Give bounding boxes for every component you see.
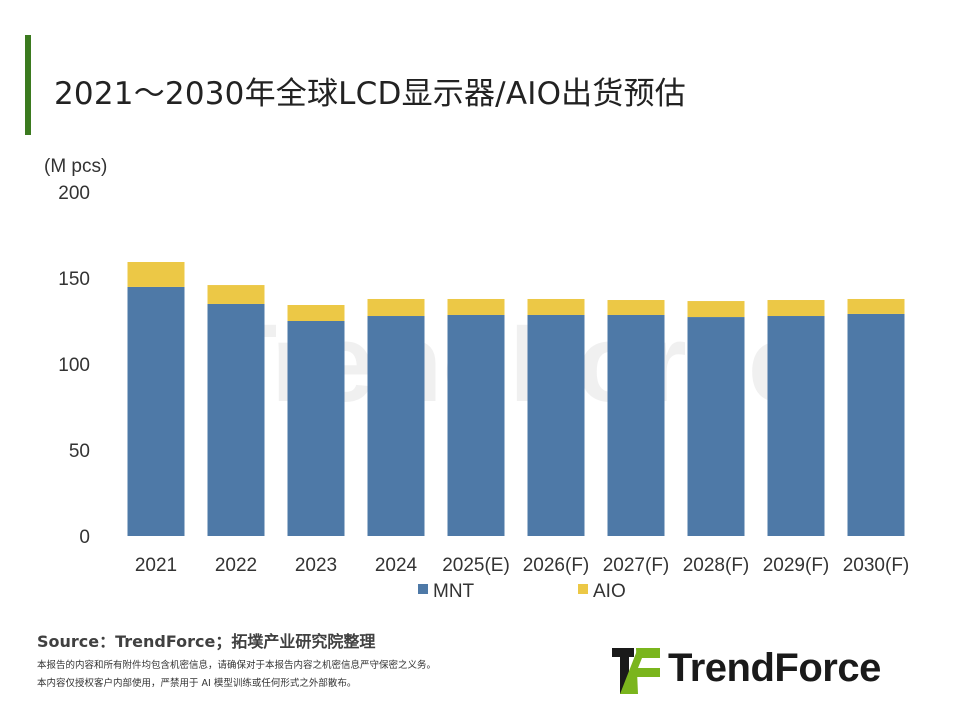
bar-aio-2029(F) [767,300,825,317]
logo-text: TrendForce [668,646,881,690]
y-tick-label: 0 [79,527,90,548]
x-tick-label: 2023 [295,555,337,576]
y-tick-label: 100 [58,355,90,376]
bar-mnt-2023 [287,321,345,536]
source-note: Source：TrendForce；拓墣产业研究院整理 [37,632,376,651]
x-tick-label: 2024 [375,555,418,576]
legend-swatch-mnt [418,584,428,594]
page-title: 2021～2030年全球LCD显示器/AIO出货预估 [54,76,686,112]
x-tick-label: 2021 [135,555,177,576]
bar-mnt-2029(F) [767,316,825,536]
bar-aio-2022 [207,285,265,304]
trendforce-logo: TrendForce [612,646,932,696]
bar-aio-2024 [367,298,425,317]
x-tick-label: 2022 [215,555,257,576]
legend-swatch-aio [578,584,588,594]
bar-aio-2021 [127,262,185,287]
x-tick-label: 2025(E) [442,555,510,576]
x-tick-label: 2026(F) [523,555,590,576]
bar-mnt-2025(E) [447,314,505,536]
y-tick-label: 150 [58,269,90,290]
y-tick-label: 200 [58,183,90,204]
x-tick-label: 2027(F) [603,555,670,576]
bar-aio-2027(F) [607,300,665,315]
bar-aio-2030(F) [847,298,905,314]
y-axis-unit: (M pcs) [44,156,108,177]
bar-mnt-2030(F) [847,313,905,536]
disclaimer-line-2: 本内容仅授权客户内部使用，严禁用于 AI 模型训练或任何形式之外部散布。 [37,678,357,689]
y-tick-label: 50 [69,441,90,462]
bar-mnt-2027(F) [607,314,665,536]
bar-aio-2028(F) [687,301,745,318]
x-tick-label: 2030(F) [843,555,910,576]
x-tick-label: 2028(F) [683,555,750,576]
bar-mnt-2022 [207,303,265,536]
bar-mnt-2024 [367,316,425,536]
bar-aio-2025(E) [447,298,505,315]
disclaimer-line-1: 本报告的内容和所有附件均包含机密信息，请确保对于本报告内容之机密信息严守保密之义… [37,660,437,671]
bar-mnt-2028(F) [687,317,745,536]
trendforce-logo-icon [612,648,660,694]
title-accent-bar [25,35,31,135]
bar-aio-2026(F) [527,298,585,315]
legend-label-mnt: MNT [433,581,475,602]
bar-mnt-2026(F) [527,314,585,536]
legend-label-aio: AIO [593,581,626,602]
x-tick-label: 2029(F) [763,555,830,576]
bar-aio-2023 [287,305,345,321]
bar-mnt-2021 [127,286,185,536]
